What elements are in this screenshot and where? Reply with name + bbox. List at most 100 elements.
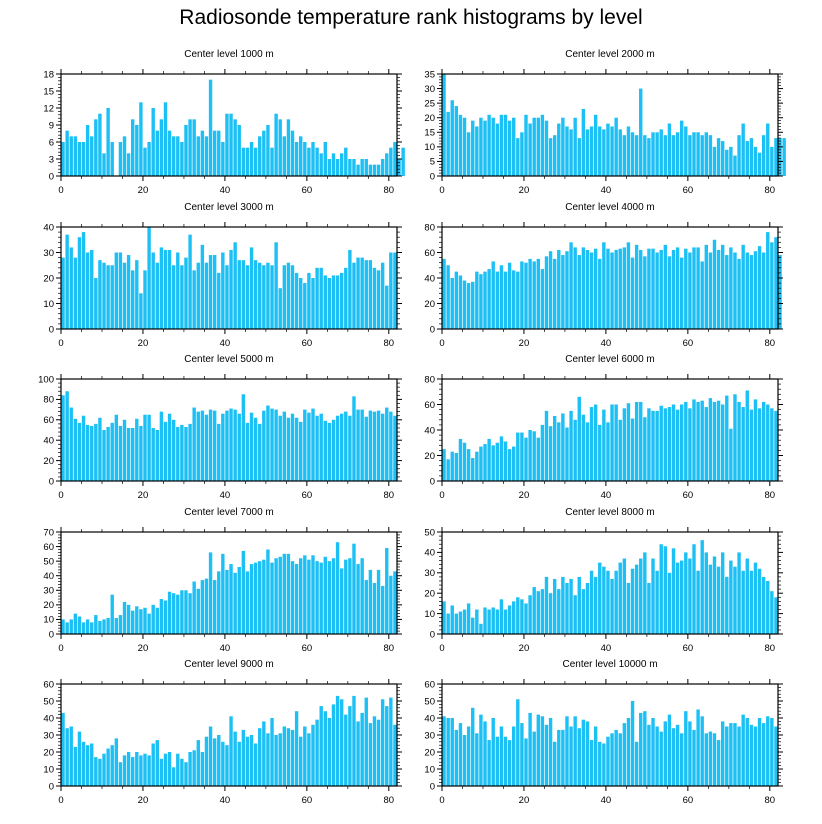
bar [585, 129, 590, 176]
y-tick-label: 80 [424, 374, 435, 385]
bar [581, 108, 586, 176]
bar [364, 416, 368, 481]
bar [630, 132, 635, 176]
bar [327, 422, 332, 481]
y-tick-label: 20 [43, 456, 54, 467]
bar [356, 409, 360, 481]
bar [372, 716, 377, 786]
bar [94, 615, 98, 634]
x-tick-label: 80 [765, 338, 776, 349]
bar [491, 261, 495, 329]
bar [552, 415, 557, 481]
bar [69, 726, 73, 786]
bar [725, 395, 729, 481]
x-tick-label: 20 [519, 490, 530, 501]
panel-title: Center level 1000 m [184, 49, 274, 60]
bar [766, 123, 770, 176]
bar [475, 126, 479, 176]
bar [573, 419, 577, 481]
bar [475, 451, 479, 481]
bar [262, 130, 266, 176]
bar [729, 428, 733, 481]
bar [712, 733, 717, 786]
bar [770, 146, 774, 176]
bar [561, 117, 565, 176]
y-tick-label: 40 [43, 436, 54, 447]
bar [548, 138, 553, 176]
bar [258, 136, 262, 176]
bar [249, 142, 254, 176]
bar [339, 413, 344, 481]
bar [487, 114, 491, 176]
bar [126, 427, 131, 481]
bar [258, 262, 262, 329]
bar [360, 257, 364, 329]
bar [212, 580, 217, 634]
bar [450, 451, 454, 481]
bar [532, 587, 536, 634]
bar [258, 728, 262, 786]
bar [278, 119, 282, 176]
bar [770, 591, 774, 634]
bar [733, 394, 737, 481]
bar [770, 242, 774, 329]
bar [774, 597, 778, 634]
bar [335, 542, 340, 634]
bar [548, 593, 553, 634]
bar [667, 256, 672, 329]
x-tick-label: 40 [601, 185, 612, 196]
bar [561, 413, 565, 481]
bar [753, 399, 758, 481]
bar [610, 126, 614, 176]
bar [610, 252, 614, 329]
bar [348, 249, 352, 329]
bar [65, 728, 69, 786]
bar [475, 271, 479, 329]
bar [577, 396, 581, 481]
bar [262, 721, 266, 786]
bar [270, 147, 274, 176]
bar [614, 729, 618, 786]
bar [573, 716, 577, 786]
y-tick-label: 30 [424, 568, 435, 579]
bar [385, 706, 389, 786]
bar [102, 430, 106, 481]
bar [212, 410, 217, 481]
bar [733, 155, 737, 176]
bar [708, 398, 713, 481]
bar [319, 153, 323, 176]
bar [749, 138, 754, 176]
bar [372, 164, 377, 176]
bar [184, 125, 188, 176]
bar [245, 571, 250, 634]
bar [266, 125, 270, 176]
bar [680, 404, 684, 481]
bar [356, 564, 360, 634]
bar [155, 130, 159, 176]
bar [348, 558, 352, 634]
x-tick-label: 20 [138, 338, 149, 349]
bar [229, 408, 233, 481]
bar [266, 733, 270, 786]
bar [393, 415, 397, 481]
bar [233, 242, 237, 329]
bar [368, 723, 373, 786]
bar [262, 265, 266, 329]
bar [766, 716, 770, 786]
x-tick-label: 40 [220, 490, 231, 501]
bar [114, 617, 119, 634]
bar [610, 578, 614, 634]
y-tick-label: 50 [43, 696, 54, 707]
bar [720, 721, 725, 786]
bar [151, 427, 155, 481]
bar [163, 421, 168, 481]
bar [61, 142, 65, 176]
bar [495, 609, 500, 634]
bar [90, 136, 94, 176]
bar [655, 252, 659, 329]
y-tick-label: 20 [424, 589, 435, 600]
bar [81, 741, 86, 786]
bar [180, 265, 184, 329]
bar [368, 410, 373, 481]
bar [651, 558, 655, 634]
